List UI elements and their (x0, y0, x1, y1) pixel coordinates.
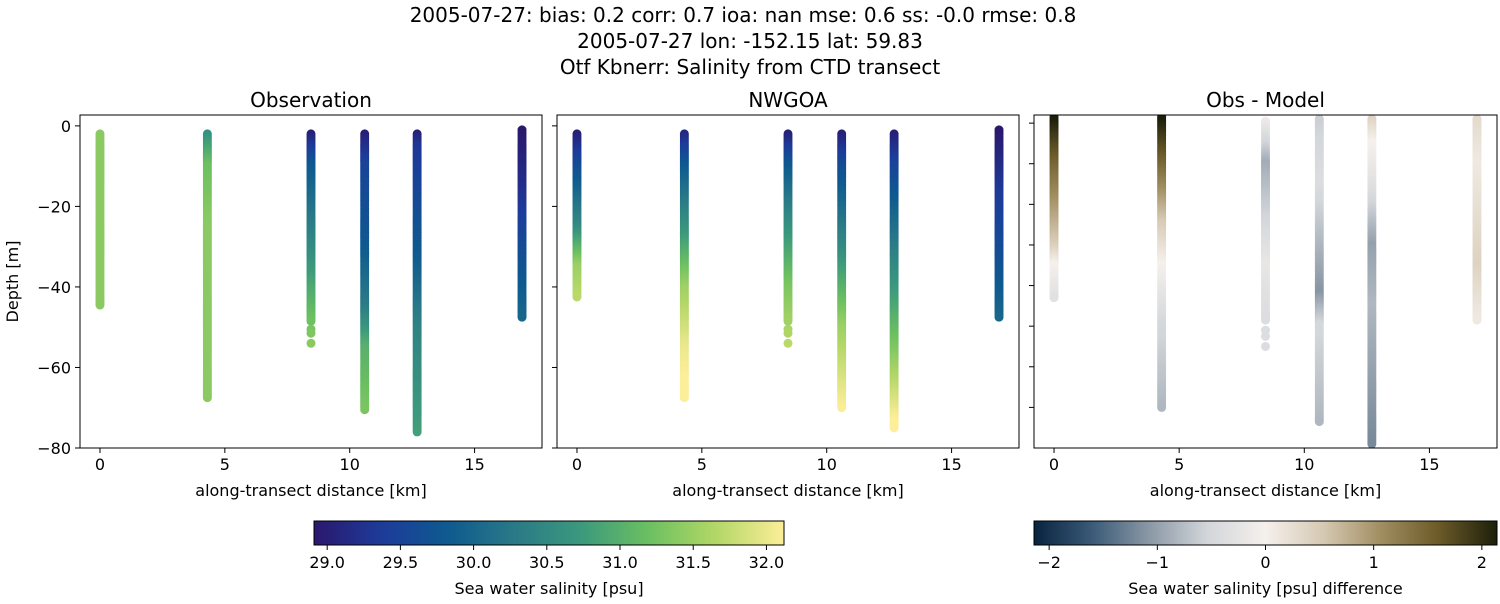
panel-title: Observation (250, 88, 372, 112)
x-axis-label: along-transect distance [km] (195, 481, 426, 500)
x-tick-label: 0 (572, 455, 582, 474)
profile-2 (1157, 115, 1167, 412)
data-point (1261, 341, 1270, 351)
x-tick-label: 10 (340, 455, 360, 474)
colorbar-tick-label: 2 (1477, 553, 1487, 572)
colorbar-gradient (313, 520, 785, 546)
data-point (306, 328, 316, 338)
profile-6 (994, 125, 1004, 322)
profile-2 (679, 129, 689, 403)
data-point (412, 427, 422, 437)
x-tick-label: 10 (1294, 455, 1314, 474)
x-axis-label: along-transect distance [km] (672, 481, 903, 500)
profile-5 (889, 129, 899, 433)
panel-1: Observation 0 5 10 15 0 −20 −40 −60 −80 along-tran… (3, 88, 543, 500)
data-point (1261, 315, 1270, 325)
profile-5 (412, 129, 422, 437)
profile-4 (837, 129, 847, 413)
colorbar-tick-label: 30.5 (529, 553, 565, 572)
profile-5 (1367, 115, 1377, 448)
data-points (572, 125, 1004, 433)
colorbar-tick-label: 0 (1260, 553, 1270, 572)
y-tick-label: −20 (37, 197, 71, 216)
data-point (1049, 293, 1059, 303)
data-point (1367, 439, 1377, 448)
data-point (306, 316, 316, 326)
data-point (95, 300, 105, 310)
x-tick-label: 0 (95, 455, 105, 474)
x-tick-label: 5 (220, 455, 230, 474)
figure-title-line-1: 2005-07-27: bias: 0.2 corr: 0.7 ioa: nan… (410, 3, 1077, 27)
x-axis-label: along-transect distance [km] (1150, 481, 1381, 500)
data-point (994, 312, 1004, 322)
profile-4 (1314, 115, 1324, 427)
x-tick-label: 15 (464, 455, 484, 474)
colorbar-label: Sea water salinity [psu] (454, 579, 643, 598)
panel-3: Obs - Model 0 5 10 15 along-transect distance… (1029, 88, 1498, 500)
colorbar-tick-label: 31.0 (602, 553, 638, 572)
data-point (1157, 402, 1167, 412)
y-tick-label: −80 (37, 439, 71, 458)
panel-2: NWGOA 0 5 10 15 along-transect distance [km] (552, 88, 1020, 500)
data-points (95, 125, 527, 437)
profile-3 (306, 129, 316, 348)
data-points (1049, 115, 1482, 448)
panel-title: Obs - Model (1206, 88, 1325, 112)
data-point (572, 292, 582, 302)
y-tick-label: −60 (37, 358, 71, 377)
data-point (202, 393, 212, 403)
data-point (1261, 331, 1270, 341)
data-point (783, 328, 793, 338)
axes-frame (1033, 114, 1498, 449)
colorbar-tick-label: 29.0 (309, 553, 345, 572)
profile-1 (1049, 115, 1059, 303)
colorbar-tick-label: 30.0 (456, 553, 492, 572)
figure-title-line-2: 2005-07-27 lon: -152.15 lat: 59.83 (577, 29, 923, 53)
profile-2 (202, 129, 212, 403)
y-tick-label: 0 (61, 117, 71, 136)
data-point (1472, 315, 1482, 325)
colorbar-tick-label: 32.0 (749, 553, 785, 572)
profile-1 (95, 129, 105, 310)
y-axis-label: Depth [m] (3, 241, 22, 323)
colorbar-tick-label: −1 (1146, 553, 1170, 572)
x-tick-label: 15 (1419, 455, 1439, 474)
profile-4 (360, 129, 370, 415)
colorbar-1: 29.0 29.5 30.0 30.5 31.0 31.5 32.0 Sea water sa… (309, 520, 785, 598)
data-point (679, 393, 689, 403)
data-point (1314, 417, 1324, 427)
colorbar-2: −2 −1 0 1 2 Sea water salinity [psu] differen… (1033, 520, 1498, 598)
data-point (517, 312, 527, 322)
x-tick-label: 10 (817, 455, 837, 474)
colorbar-tick-label: 31.5 (675, 553, 711, 572)
colorbar-tick-label: 29.5 (383, 553, 419, 572)
figure-title-line-3: Otf Kbnerr: Salinity from CTD transect (560, 55, 941, 79)
colorbar-tick-label: 1 (1369, 553, 1379, 572)
data-point (783, 338, 793, 348)
y-tick-label: −40 (37, 278, 71, 297)
data-point (889, 423, 899, 433)
x-tick-label: 5 (1174, 455, 1184, 474)
profile-1 (572, 129, 582, 302)
colorbar-tick-label: −2 (1037, 553, 1061, 572)
data-point (837, 403, 847, 413)
axes-frame (556, 114, 1020, 449)
colorbar-gradient (1033, 520, 1498, 546)
profile-6 (517, 125, 527, 322)
colorbar-label: Sea water salinity [psu] difference (1128, 579, 1403, 598)
data-point (360, 405, 370, 415)
x-tick-label: 0 (1049, 455, 1059, 474)
axes-frame (79, 114, 543, 449)
x-tick-label: 5 (697, 455, 707, 474)
profile-6 (1472, 115, 1482, 325)
profile-3 (783, 129, 793, 348)
panel-title: NWGOA (748, 88, 828, 112)
data-point (783, 316, 793, 326)
data-point (306, 338, 316, 348)
x-tick-label: 15 (941, 455, 961, 474)
profile-3 (1261, 116, 1270, 351)
